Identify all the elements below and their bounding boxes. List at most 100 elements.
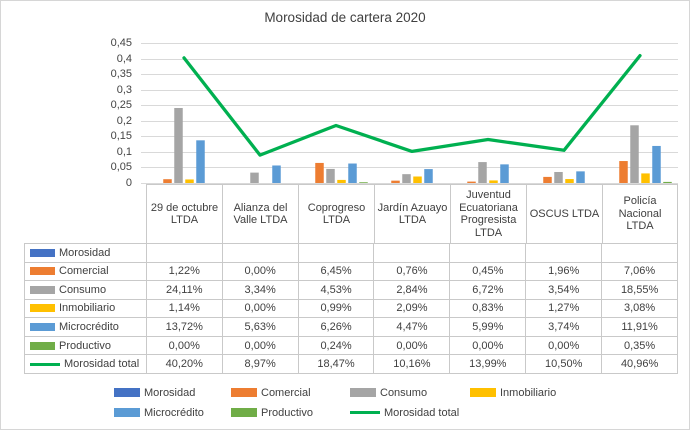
bar-microcrédito — [272, 165, 281, 183]
table-cell: 18,55% — [602, 281, 679, 300]
table-row: Comercial 1,22% 0,00% 6,45% 0,76% 0,45% 1,96% 7… — [25, 262, 679, 282]
table-cell: 10,16% — [374, 355, 451, 374]
bar-microcrédito — [652, 145, 661, 183]
bar-productivo — [663, 181, 672, 183]
data-table: Morosidad Comercial 1,22% 0,00% 6,45% 0,76% 0,… — [24, 243, 679, 374]
bar-comercial — [163, 179, 172, 183]
y-tick-label: 0,25 — [110, 98, 132, 111]
table-cell: 6,26% — [298, 318, 375, 337]
table-cell: 2,09% — [374, 299, 451, 319]
table-cell: 40,20% — [146, 355, 223, 374]
bar-comercial — [543, 176, 552, 183]
bar-comercial — [391, 180, 400, 183]
legend-label: Morosidad total — [384, 406, 460, 419]
y-tick-label: 0,15 — [110, 129, 132, 142]
category-header-row: 29 de octubre LTDA Alianza del Valle LTDA… — [146, 184, 678, 243]
table-cell: 4,53% — [298, 281, 375, 300]
bar-microcrédito — [196, 140, 205, 183]
legend-swatch-icon — [470, 388, 496, 397]
bar-productivo — [359, 182, 368, 183]
series-name-label: Morosidad total — [64, 358, 140, 371]
legend-label: Microcrédito — [144, 406, 204, 419]
table-cell: 1,27% — [526, 299, 603, 319]
series-key-cell: Morosidad total — [25, 355, 147, 374]
bar-consumo — [402, 174, 411, 183]
y-tick-label: 0,2 — [116, 114, 132, 127]
y-tick-label: 0,05 — [110, 160, 132, 173]
series-name-label: Inmobiliario — [59, 302, 116, 315]
bar-consumo — [250, 172, 259, 183]
table-cell: 11,91% — [602, 318, 679, 337]
y-tick-label: 0 — [125, 176, 132, 189]
table-cell: 7,06% — [602, 262, 679, 282]
table-cell — [146, 244, 223, 263]
table-row: Morosidad — [25, 244, 679, 263]
series-key-cell: Comercial — [25, 262, 147, 282]
table-cell: 8,97% — [222, 355, 299, 374]
series-key-cell: Morosidad — [25, 244, 147, 263]
bar-comercial — [619, 161, 628, 183]
table-cell: 24,11% — [146, 281, 223, 300]
legend-swatch-icon — [350, 388, 376, 397]
bar-consumo — [554, 171, 563, 183]
table-cell: 13,99% — [450, 355, 527, 374]
bar-consumo — [630, 125, 639, 183]
bar-microcrédito — [348, 163, 357, 183]
bar-microcrédito — [500, 164, 509, 183]
table-row: Microcrédito 13,72% 5,63% 6,26% 4,47% 5,99% 3,… — [25, 318, 679, 337]
table-cell: 10,50% — [526, 355, 603, 374]
legend-label: Comercial — [261, 386, 311, 399]
legend-item: Comercial — [231, 385, 311, 400]
bar-inmobiliario — [337, 179, 346, 183]
table-cell: 0,76% — [374, 262, 451, 282]
legend-swatch-icon — [350, 411, 380, 414]
table-cell: 0,45% — [450, 262, 527, 282]
series-key-cell: Consumo — [25, 281, 147, 300]
table-cell — [602, 244, 679, 263]
series-key-cell: Microcrédito — [25, 318, 147, 337]
category-header-cell: Juventud Ecuatoriana Progresista LTDA — [450, 184, 526, 243]
table-cell: 40,96% — [602, 355, 679, 374]
table-cell — [526, 244, 603, 263]
legend-item: Microcrédito — [114, 405, 204, 420]
table-cell: 0,83% — [450, 299, 527, 319]
table-cell: 0,00% — [374, 336, 451, 356]
y-tick-label: 0,35 — [110, 67, 132, 80]
legend-swatch-icon — [231, 408, 257, 417]
table-cell: 5,99% — [450, 318, 527, 337]
category-header-cell: Jardín Azuayo LTDA — [374, 184, 450, 243]
bar-comercial — [315, 162, 324, 183]
legend-label: Consumo — [380, 386, 428, 399]
table-cell — [374, 244, 451, 263]
legend-item: Inmobiliario — [470, 385, 556, 400]
table-cell: 0,00% — [222, 262, 299, 282]
series-swatch-icon — [30, 362, 60, 366]
bar-consumo — [478, 162, 487, 183]
legend-swatch-icon — [114, 408, 140, 417]
legend-swatch-icon — [231, 388, 257, 397]
table-cell — [222, 244, 299, 263]
series-name-label: Productivo — [59, 339, 111, 352]
series-name-label: Microcrédito — [59, 321, 119, 334]
table-cell: 13,72% — [146, 318, 223, 337]
table-cell: 4,47% — [374, 318, 451, 337]
table-cell: 6,72% — [450, 281, 527, 300]
plot-area — [141, 43, 678, 184]
bar-consumo — [326, 168, 335, 183]
table-cell: 0,00% — [526, 336, 603, 356]
table-cell: 0,00% — [450, 336, 527, 356]
table-cell: 1,96% — [526, 262, 603, 282]
table-cell: 0,00% — [222, 299, 299, 319]
bar-inmobiliario — [489, 180, 498, 183]
series-key-cell: Productivo — [25, 336, 147, 356]
category-header-cell: 29 de octubre LTDA — [146, 184, 222, 243]
bar-inmobiliario — [565, 179, 574, 183]
y-tick-label: 0,1 — [116, 145, 132, 158]
table-row: Inmobiliario 1,14% 0,00% 0,99% 2,09% 0,83% 1,2… — [25, 299, 679, 319]
bar-consumo — [174, 107, 183, 183]
table-cell: 5,63% — [222, 318, 299, 337]
table-row: Consumo 24,11% 3,34% 4,53% 2,84% 6,72% 3,54% 18… — [25, 281, 679, 300]
table-cell: 3,54% — [526, 281, 603, 300]
total-line — [182, 53, 642, 157]
